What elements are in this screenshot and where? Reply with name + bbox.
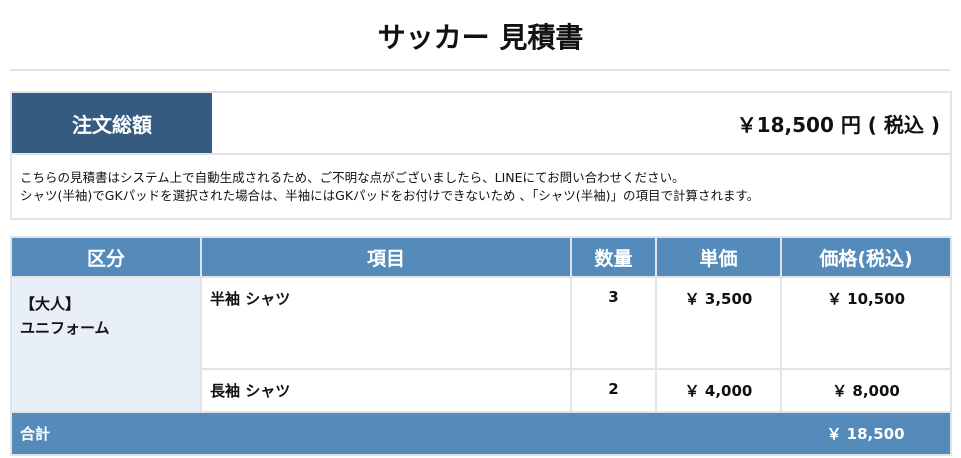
price-cell: ￥ 8,000 [780, 368, 952, 413]
header-price: 価格(税込) [780, 236, 952, 278]
unit-price-cell: ￥ 3,500 [655, 276, 782, 370]
note-line: シャツ(半袖)でGKパッドを選択された場合は、半袖にはGKパッドをお付けできない… [20, 188, 760, 203]
price-cell: ￥ 10,500 [780, 276, 952, 370]
header-category: 区分 [10, 236, 202, 278]
qty-cell: 3 [570, 276, 657, 370]
notes: こちらの見積書はシステム上で自動生成されるため、ご不明な点がございましたら、LI… [12, 153, 950, 218]
page-title: サッカー 見積書 [377, 21, 584, 54]
total-row: 合計 ￥ 18,500 [10, 411, 952, 456]
category-label: 【大人】 [20, 295, 81, 313]
table-header-row: 区分 項目 数量 単価 価格(税込) [10, 236, 952, 278]
unit-price-cell: ￥ 4,000 [655, 368, 782, 413]
qty-cell: 2 [570, 368, 657, 413]
category-label: ユニフォーム [20, 319, 110, 337]
header-item: 項目 [200, 236, 572, 278]
order-total-value: ￥18,500 円 ( 税込 ) [736, 112, 940, 137]
total-value: ￥ 18,500 [781, 411, 952, 456]
total-label: 合計 [10, 411, 781, 456]
item-cell: 半袖 シャツ [200, 276, 572, 370]
table-row: 【大人】 ユニフォーム 半袖 シャツ 3 ￥ 3,500 ￥ 10,500 [10, 276, 952, 413]
estimate-table: 区分 項目 数量 単価 価格(税込) 【大人】 ユニフォーム 半袖 シャツ 3 … [10, 236, 952, 456]
category-cell: 【大人】 ユニフォーム [10, 276, 202, 413]
order-total-box: 注文総額 ￥18,500 円 ( 税込 ) こちらの見積書はシステム上で自動生成… [10, 91, 952, 220]
divider [10, 69, 950, 71]
order-total-label: 注文総額 [12, 93, 212, 153]
table-row: 長袖 シャツ 2 ￥ 4,000 ￥ 8,000 [11, 368, 952, 413]
header-unit-price: 単価 [655, 236, 782, 278]
note-line: こちらの見積書はシステム上で自動生成されるため、ご不明な点がございましたら、LI… [20, 170, 685, 185]
header-qty: 数量 [570, 236, 657, 278]
item-cell: 長袖 シャツ [200, 368, 572, 413]
